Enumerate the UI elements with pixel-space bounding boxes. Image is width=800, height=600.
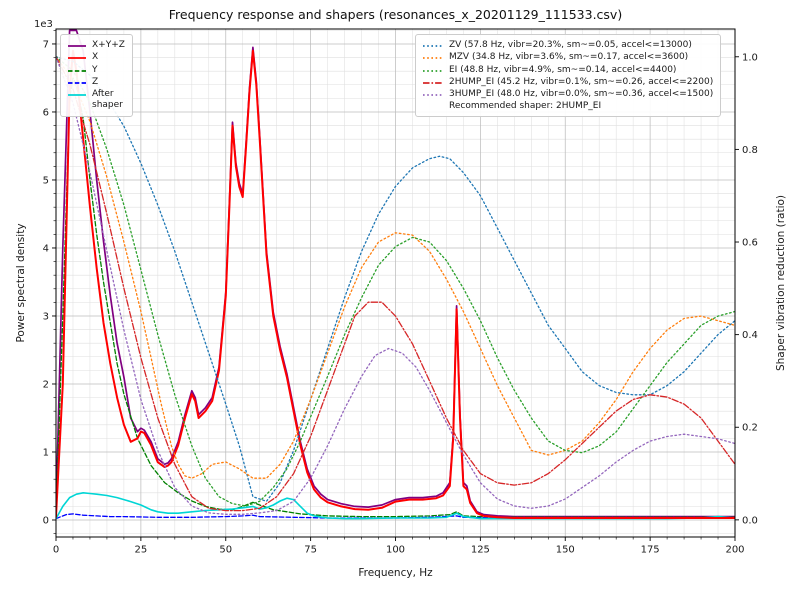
- series-ei: [56, 56, 735, 507]
- series-zv: [56, 56, 735, 502]
- y-axis-offset-label: 1e3: [34, 19, 53, 30]
- legend-item-after-shaper: After shaper: [67, 89, 125, 112]
- legend-line-sample: [68, 45, 86, 47]
- legend-item-y: Y: [67, 65, 125, 76]
- legend-line-sample: [423, 45, 443, 47]
- legend-item-ei: EI (48.8 Hz, vibr=4.9%, sm~=0.14, accel<…: [422, 65, 713, 76]
- left-y-tick-label: 6: [43, 107, 49, 118]
- legend-line-sample: [68, 57, 86, 60]
- right-y-tick-label: 0.8: [742, 145, 758, 156]
- series-mzv: [56, 56, 735, 479]
- left-y-tick-label: 4: [43, 243, 49, 254]
- left-y-tick-label: 3: [43, 311, 49, 322]
- chart-title: Frequency response and shapers (resonanc…: [168, 7, 623, 22]
- legend-label: X: [92, 52, 99, 63]
- series-3hump-ei: [56, 56, 735, 515]
- legend-line-sample: [68, 94, 86, 96]
- legend-item-z: Z: [67, 77, 125, 88]
- legend-line-sample: [423, 69, 443, 72]
- legend-item-mzv: MZV (34.8 Hz, vibr=3.6%, sm~=0.17, accel…: [422, 52, 713, 63]
- legend-shapers: ZV (57.8 Hz, vibr=20.3%, sm~=0.05, accel…: [415, 34, 722, 117]
- legend-line-sample: [423, 94, 443, 96]
- right-y-tick-label: 0.6: [742, 238, 758, 249]
- legend-item-zv: ZV (57.8 Hz, vibr=20.3%, sm~=0.05, accel…: [422, 40, 713, 51]
- legend-label: ZV (57.8 Hz, vibr=20.3%, sm~=0.05, accel…: [449, 40, 692, 50]
- legend-label: After shaper: [92, 89, 123, 111]
- legend-label: EI (48.8 Hz, vibr=4.9%, sm~=0.14, accel<…: [449, 64, 677, 75]
- x-tick-label: 50: [219, 545, 232, 556]
- legend-item-x-y-z: X+Y+Z: [67, 40, 125, 51]
- right-y-tick-label: 1.0: [742, 52, 758, 63]
- legend-label: Z: [92, 76, 99, 87]
- legend-item-2hump-ei: 2HUMP_EI (45.2 Hz, vibr=0.1%, sm~=0.26, …: [422, 77, 713, 88]
- left-y-tick-label: 5: [43, 175, 49, 186]
- legend-label: 3HUMP_EI (48.0 Hz, vibr=0.0%, sm~=0.36, …: [449, 89, 714, 99]
- legend-line-sample: [68, 81, 86, 84]
- left-y-tick-label: 2: [43, 379, 49, 390]
- legend-label: MZV (34.8 Hz, vibr=3.6%, sm~=0.17, accel…: [449, 52, 689, 63]
- left-y-tick-label: 1: [43, 447, 49, 458]
- series-after-shaper: [56, 491, 735, 520]
- left-y-tick-label: 0: [43, 515, 49, 526]
- legend-line-sample: [423, 81, 443, 84]
- recommended-shaper-note: Recommended shaper: 2HUMP_EI: [449, 101, 602, 112]
- x-tick-label: 200: [725, 545, 744, 556]
- legend-item-3hump-ei: 3HUMP_EI (48.0 Hz, vibr=0.0%, sm~=0.36, …: [422, 89, 713, 100]
- legend-label: X+Y+Z: [92, 40, 125, 50]
- left-y-tick-label: 7: [43, 39, 49, 50]
- legend-label: 2HUMP_EI (45.2 Hz, vibr=0.1%, sm~=0.26, …: [449, 76, 714, 87]
- legend-psd: X+Y+Z X Y Z After shaper: [60, 34, 133, 117]
- x-tick-label: 150: [556, 545, 575, 556]
- x-axis-label: Frequency, Hz: [358, 567, 433, 579]
- right-y-tick-label: 0.4: [742, 330, 758, 341]
- legend-line-sample: [423, 57, 443, 60]
- x-tick-label: 75: [304, 545, 317, 556]
- legend-item-x: X: [67, 52, 125, 63]
- series-2hump-ei: [56, 56, 735, 512]
- x-tick-label: 0: [53, 545, 59, 556]
- x-tick-label: 125: [471, 545, 490, 556]
- x-tick-label: 100: [386, 545, 405, 556]
- series-x: [56, 49, 735, 519]
- legend-label: Y: [92, 64, 98, 75]
- right-y-tick-label: 0.2: [742, 423, 758, 434]
- x-tick-label: 25: [135, 545, 148, 556]
- right-y-tick-label: 0.0: [742, 515, 758, 526]
- x-tick-label: 175: [641, 545, 660, 556]
- legend-line-sample: [68, 69, 86, 72]
